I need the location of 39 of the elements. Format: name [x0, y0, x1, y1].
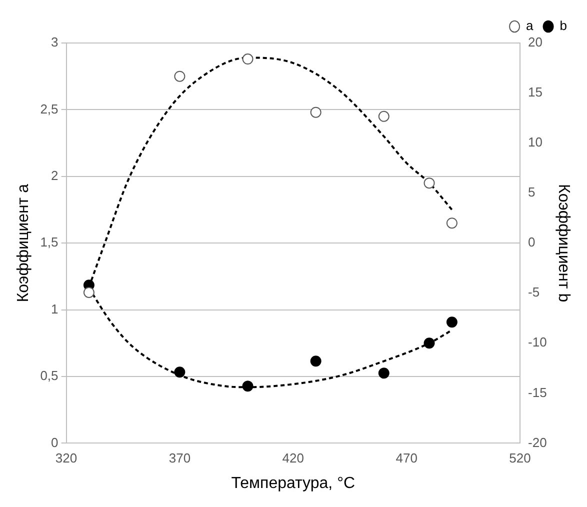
- y2-tick-label: 15: [528, 84, 542, 100]
- x-tick-label: 420: [282, 450, 304, 466]
- x-tick-label: 320: [55, 450, 78, 466]
- y2-tick-label: -10: [528, 334, 547, 350]
- y2-tick-label: -5: [528, 284, 540, 300]
- point: [242, 54, 254, 65]
- y-tick-label: 2,5: [40, 101, 58, 116]
- x-tick-label: 370: [168, 450, 191, 466]
- y-tick-label: 3: [51, 34, 58, 50]
- x-tick-label: 470: [396, 450, 418, 466]
- y2-tick-label: -20: [528, 434, 547, 450]
- point: [310, 106, 322, 118]
- point: [446, 218, 458, 229]
- point: [242, 380, 254, 392]
- y-tick-label: 0,5: [40, 368, 58, 384]
- point: [83, 286, 94, 298]
- y2-tick-label: 10: [528, 134, 542, 150]
- point: [174, 70, 186, 82]
- point: [446, 316, 458, 328]
- point: [174, 366, 186, 378]
- legend-label: a: [526, 18, 534, 34]
- y-tick-label: 0: [51, 434, 58, 450]
- y2-tick-label: 20: [528, 34, 542, 50]
- point: [378, 368, 390, 379]
- y-tick-label: 1: [51, 301, 58, 316]
- x-tick-label: 520: [509, 450, 531, 466]
- y2-tick-label: 0: [528, 234, 536, 250]
- point: [424, 338, 435, 349]
- y2-tick-label: 5: [528, 184, 536, 200]
- y-tick-label: 1,5: [40, 234, 58, 250]
- y2-tick-label: -15: [528, 384, 547, 400]
- point: [424, 178, 435, 189]
- y-tick-label: 2: [51, 168, 58, 183]
- x-axis-title: Температура, °C: [231, 474, 356, 492]
- y-axis-title: Коэффициент a: [15, 184, 32, 302]
- point: [310, 356, 322, 367]
- y2-axis-title: Коэффициент b: [554, 184, 572, 302]
- point: [378, 110, 390, 122]
- legend-label: b: [560, 18, 568, 34]
